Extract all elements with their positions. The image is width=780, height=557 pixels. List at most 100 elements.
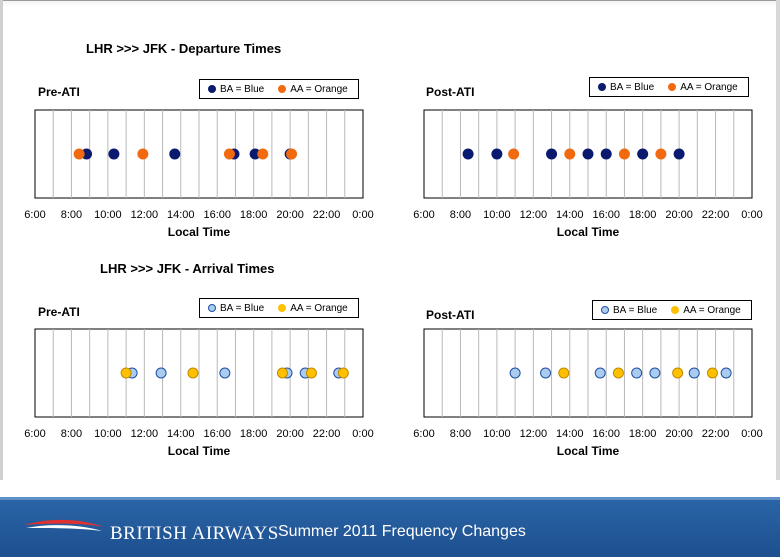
- data-point: [276, 367, 288, 379]
- arrival-section-title: LHR >>> JFK - Arrival Times: [100, 261, 275, 276]
- left-edge: [0, 0, 3, 480]
- data-point: [582, 148, 594, 160]
- legend-label: AA = Orange: [683, 304, 741, 316]
- legend-item-ba: BA = Blue: [208, 303, 264, 314]
- x-tick-label: 14:00: [556, 428, 584, 440]
- x-tick-label: 14:00: [167, 209, 195, 221]
- x-axis-label: Local Time: [168, 444, 231, 458]
- data-point: [120, 367, 132, 379]
- data-point: [688, 367, 700, 379]
- x-tick-label: 16:00: [592, 428, 620, 440]
- departure-section-title: LHR >>> JFK - Departure Times: [86, 41, 282, 56]
- right-edge: [776, 0, 780, 480]
- legend-label: AA = Orange: [680, 81, 738, 93]
- chart-title: Pre-ATI: [38, 85, 80, 99]
- data-point: [720, 367, 732, 379]
- data-point: [540, 367, 552, 379]
- data-point: [223, 148, 235, 160]
- data-point: [73, 148, 85, 160]
- data-point: [509, 367, 521, 379]
- x-tick-label: 20:00: [665, 209, 693, 221]
- x-tick-label: 6:00: [413, 209, 434, 221]
- legend-label: BA = Blue: [220, 83, 265, 95]
- x-tick-label: 0:00: [352, 428, 373, 440]
- legend-item-aa: AA = Orange: [278, 84, 348, 95]
- x-tick-label: 10:00: [483, 209, 511, 221]
- data-point: [137, 148, 149, 160]
- x-axis-label: Local Time: [557, 444, 620, 458]
- data-point: [631, 367, 643, 379]
- chart-legend: BA = Blue AA = Orange: [199, 79, 359, 99]
- data-point: [155, 367, 167, 379]
- legend-item-ba: BA = Blue: [598, 82, 654, 93]
- x-tick-label: 6:00: [413, 428, 434, 440]
- data-point: [637, 148, 649, 160]
- ba-marker-icon: [601, 306, 609, 314]
- footer-subtitle: Summer 2011 Frequency Changes: [278, 523, 526, 540]
- x-tick-label: 12:00: [520, 428, 548, 440]
- x-tick-label: 10:00: [94, 428, 122, 440]
- legend-item-aa: AA = Orange: [668, 82, 738, 93]
- x-tick-label: 18:00: [240, 428, 268, 440]
- x-tick-label: 0:00: [352, 209, 373, 221]
- x-tick-label: 10:00: [483, 428, 511, 440]
- data-point: [649, 367, 661, 379]
- legend-label: AA = Orange: [290, 83, 348, 95]
- x-tick-label: 6:00: [24, 428, 45, 440]
- legend-label: BA = Blue: [220, 302, 265, 314]
- x-tick-label: 0:00: [741, 209, 762, 221]
- window-top-border: [0, 0, 780, 7]
- data-point: [286, 148, 298, 160]
- x-tick-label: 14:00: [556, 209, 584, 221]
- x-axis-label: Local Time: [168, 225, 231, 239]
- data-point: [491, 148, 503, 160]
- chart-title: Post-ATI: [426, 85, 475, 99]
- chart-legend: BA = Blue AA = Orange: [592, 300, 752, 320]
- brand-name: BRITISH AIRWAYS: [110, 523, 279, 544]
- data-point: [618, 148, 630, 160]
- x-tick-label: 8:00: [450, 209, 471, 221]
- x-axis-label: Local Time: [557, 225, 620, 239]
- x-tick-label: 16:00: [203, 209, 231, 221]
- data-point: [462, 148, 474, 160]
- aa-marker-icon: [671, 306, 680, 314]
- data-point: [257, 148, 269, 160]
- legend-item-aa: AA = Orange: [671, 305, 741, 316]
- data-point: [655, 148, 667, 160]
- x-tick-label: 0:00: [741, 428, 762, 440]
- ba-marker-icon: [598, 83, 606, 91]
- data-point: [706, 367, 718, 379]
- data-point: [187, 367, 199, 379]
- x-tick-label: 10:00: [94, 209, 122, 221]
- aa-marker-icon: [278, 85, 287, 93]
- x-tick-label: 12:00: [520, 209, 548, 221]
- data-point: [672, 367, 684, 379]
- chart-legend: BA = Blue AA = Orange: [199, 298, 359, 318]
- data-point: [673, 148, 685, 160]
- data-point: [558, 367, 570, 379]
- footer-stripe: [0, 497, 780, 500]
- x-tick-label: 8:00: [61, 209, 82, 221]
- legend-item-ba: BA = Blue: [208, 84, 264, 95]
- data-point: [546, 148, 558, 160]
- data-point: [305, 367, 317, 379]
- ba-marker-icon: [208, 85, 216, 93]
- data-point: [564, 148, 576, 160]
- aa-marker-icon: [278, 304, 287, 312]
- x-tick-label: 18:00: [240, 209, 268, 221]
- x-tick-label: 22:00: [702, 209, 730, 221]
- ba-marker-icon: [208, 304, 216, 312]
- data-point: [108, 148, 120, 160]
- legend-label: BA = Blue: [613, 304, 658, 316]
- x-tick-label: 20:00: [276, 428, 304, 440]
- chart-title: Pre-ATI: [38, 305, 80, 319]
- chart-title: Post-ATI: [426, 308, 475, 322]
- legend-label: BA = Blue: [610, 81, 655, 93]
- chart-legend: BA = Blue AA = Orange: [589, 77, 749, 97]
- data-point: [594, 367, 606, 379]
- x-tick-label: 8:00: [450, 428, 471, 440]
